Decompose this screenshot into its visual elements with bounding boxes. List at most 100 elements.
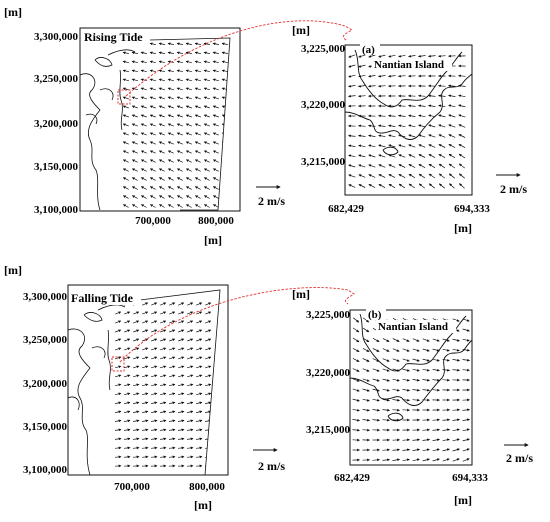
current-vector <box>349 96 356 97</box>
current-vector <box>159 70 165 71</box>
current-vector <box>369 126 376 127</box>
current-vector <box>124 421 130 422</box>
current-vector <box>151 348 157 350</box>
current-vector <box>160 348 166 350</box>
current-vector <box>123 205 128 208</box>
y-tick-label: 3,300,000 <box>34 31 79 43</box>
current-vector <box>142 312 148 314</box>
current-vector <box>186 151 191 153</box>
current-vector <box>222 205 227 208</box>
current-vector <box>403 379 410 380</box>
current-vector <box>168 160 173 163</box>
current-vector <box>124 312 130 314</box>
current-vector <box>159 196 164 199</box>
current-vector <box>463 449 470 451</box>
current-vector <box>205 421 211 422</box>
current-vector <box>123 169 128 172</box>
current-vector <box>150 196 155 199</box>
current-vector <box>213 43 219 44</box>
current-vector <box>187 457 193 458</box>
current-vector <box>213 178 218 181</box>
current-vector <box>132 205 137 208</box>
current-vector <box>159 115 165 117</box>
current-vector <box>413 349 420 351</box>
current-vector <box>187 366 193 368</box>
current-vector <box>124 448 130 449</box>
current-vector <box>222 124 228 126</box>
current-vector <box>196 411 202 412</box>
current-vector <box>353 369 359 372</box>
current-vector <box>178 321 184 323</box>
current-vector <box>151 321 157 323</box>
current-vector <box>379 76 386 77</box>
current-vector <box>115 312 121 314</box>
current-vector <box>429 145 435 148</box>
current-vector <box>132 187 137 190</box>
current-vector <box>409 125 416 127</box>
current-vector <box>409 55 416 56</box>
current-vector <box>186 142 192 144</box>
current-vector <box>213 61 219 62</box>
y-tick-label: 3,100,000 <box>23 464 68 476</box>
current-vector <box>349 55 356 57</box>
current-vector <box>453 370 460 371</box>
current-vector <box>433 380 440 381</box>
current-vector <box>429 96 436 97</box>
current-vector <box>213 133 219 135</box>
current-vector <box>379 126 386 127</box>
current-vector <box>168 70 174 71</box>
current-vector <box>142 402 148 403</box>
current-vector <box>359 126 366 127</box>
main-x-tick-labels: 700,000 800,000 <box>135 215 234 227</box>
current-vector <box>423 380 430 381</box>
y-tick-label: 3,250,000 <box>23 334 68 346</box>
current-vector <box>123 178 128 181</box>
current-vector <box>459 115 466 117</box>
current-vector <box>429 154 435 157</box>
current-vector <box>373 420 380 421</box>
current-vector <box>195 124 201 126</box>
current-vector <box>196 457 202 458</box>
current-vector <box>141 187 146 190</box>
current-vector <box>150 160 155 163</box>
current-vector <box>150 106 156 108</box>
current-vector <box>196 321 202 323</box>
current-vector <box>150 43 156 44</box>
current-vector <box>443 420 450 421</box>
current-vector <box>187 448 193 449</box>
current-vector <box>204 61 210 62</box>
current-vector <box>186 43 192 44</box>
current-vector <box>393 410 400 411</box>
current-vector <box>196 384 202 385</box>
current-vector <box>186 97 192 99</box>
current-vector <box>423 349 430 351</box>
current-vector <box>178 303 184 305</box>
current-vector <box>195 133 201 135</box>
current-vector <box>133 402 139 403</box>
current-vector <box>419 135 426 137</box>
current-vector <box>132 124 138 126</box>
current-vector <box>159 79 165 81</box>
current-vector <box>115 339 121 341</box>
current-vector <box>413 359 420 361</box>
current-vector <box>177 133 183 135</box>
x-tick-label: 800,000 <box>198 215 234 227</box>
current-vector <box>177 160 182 163</box>
current-vector <box>177 142 183 144</box>
current-vector <box>160 375 166 377</box>
current-vector <box>205 348 211 350</box>
current-vector <box>178 375 184 377</box>
current-vector <box>413 369 420 371</box>
current-vector <box>169 411 175 412</box>
current-vector <box>393 400 400 401</box>
current-vector <box>195 169 200 172</box>
current-vector <box>142 448 148 449</box>
inset-x-tick-label: 694,333 <box>454 203 490 215</box>
current-vector <box>409 184 415 188</box>
current-vector <box>169 303 175 305</box>
current-vector <box>159 133 165 135</box>
current-vector <box>403 359 410 361</box>
current-vector <box>124 330 130 332</box>
current-vector <box>213 106 219 108</box>
current-vector <box>205 339 211 341</box>
